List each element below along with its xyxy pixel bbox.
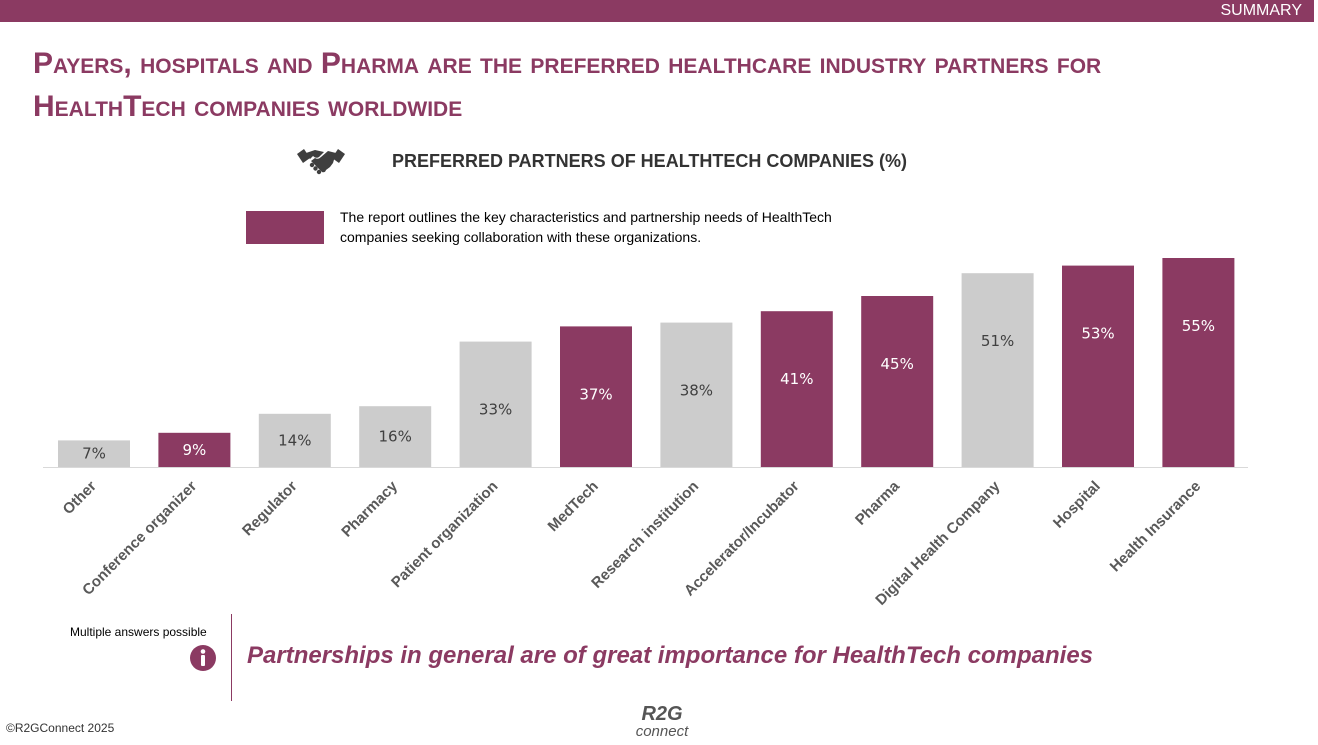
bar — [158, 432, 231, 467]
data-label: 33% — [479, 401, 512, 419]
chart-heading: PREFERRED PARTNERS OF HEALTHTECH COMPANI… — [297, 145, 907, 177]
bar — [560, 326, 632, 467]
data-label: 53% — [1081, 325, 1114, 343]
bar — [660, 322, 733, 467]
top-bar: SUMMARY — [0, 0, 1314, 22]
category-label: Pharmacy — [338, 477, 401, 540]
bar — [459, 341, 532, 467]
legend-swatch — [246, 211, 324, 244]
r2g-logo: R2G connect — [622, 704, 702, 740]
bar — [258, 413, 331, 467]
copyright: ©R2GConnect 2025 — [6, 721, 115, 735]
category-label: Pharma — [852, 477, 903, 528]
logo-bottom-text: connect — [635, 723, 689, 740]
bar — [359, 406, 432, 467]
key-takeaway: Partnerships in general are of great imp… — [247, 642, 1094, 669]
legend: The report outlines the key characterist… — [246, 207, 900, 247]
data-label: 7% — [82, 445, 106, 463]
bar — [1062, 265, 1134, 467]
data-label: 38% — [680, 382, 713, 400]
bar — [58, 440, 130, 467]
data-label: 45% — [881, 355, 914, 373]
legend-text: The report outlines the key characterist… — [340, 209, 832, 245]
category-label: Regulator — [239, 478, 301, 540]
category-label: Research institution — [588, 478, 702, 592]
data-label: 51% — [981, 332, 1014, 350]
category-label: Hospital — [1050, 478, 1104, 532]
separator — [231, 614, 232, 701]
logo-top-text: R2G — [641, 703, 683, 725]
category-label: MedTech — [545, 478, 602, 535]
handshake-icon — [297, 149, 345, 175]
bar — [1162, 258, 1235, 467]
category-label: Other — [60, 478, 100, 518]
data-label: 41% — [780, 370, 813, 388]
data-label: 9% — [183, 441, 207, 459]
page-title: Payers, hospitals and Pharma are the pre… — [33, 47, 1102, 123]
bar — [760, 311, 833, 467]
data-label: 55% — [1182, 317, 1215, 335]
footnote: Multiple answers possible — [70, 625, 207, 639]
data-label: 37% — [579, 385, 612, 403]
data-label: 16% — [379, 428, 412, 446]
category-label: Health Insurance — [1107, 478, 1204, 575]
data-label: 14% — [278, 431, 311, 449]
chart-title: PREFERRED PARTNERS OF HEALTHTECH COMPANI… — [392, 150, 908, 171]
section-label: SUMMARY — [1220, 2, 1303, 19]
bar — [861, 296, 934, 467]
category-label: Conference organizer — [79, 478, 200, 599]
info-icon — [190, 645, 216, 671]
category-label: Patient organization — [388, 478, 501, 591]
bar — [961, 273, 1034, 467]
category-label: Accelerator/Incubator — [681, 478, 803, 600]
